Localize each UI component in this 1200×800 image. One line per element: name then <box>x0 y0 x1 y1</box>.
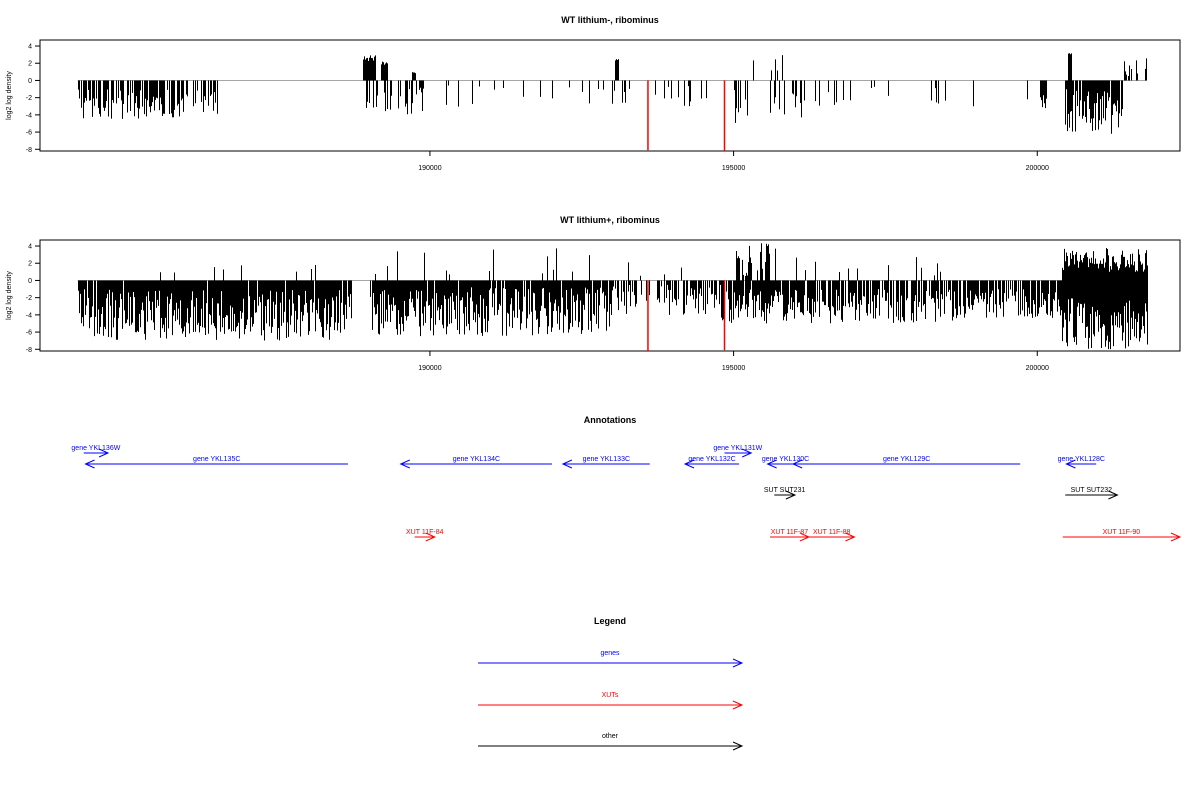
arrowhead <box>561 459 573 469</box>
feature-label: gene YKL134C <box>453 456 500 463</box>
y-tick-label: 4 <box>28 44 32 51</box>
feature-label: gene YKL130C <box>762 456 809 463</box>
arrowhead <box>84 459 95 469</box>
annotations-title: Annotations <box>584 415 637 425</box>
arrowhead <box>732 658 744 668</box>
legend-label: other <box>602 733 619 740</box>
plot-frame <box>39 39 1181 152</box>
arrowhead <box>791 459 803 469</box>
annotation-feature: gene YKL136W <box>71 445 121 458</box>
y-tick-label: -2 <box>26 295 32 302</box>
feature-label: XUT 11F-88 <box>813 529 851 536</box>
annotation-feature: gene YKL128C <box>1058 456 1105 469</box>
legend-panel: Legend genes XUTs other <box>478 616 744 751</box>
feature-label: gene YKL136W <box>71 445 120 452</box>
arrowhead <box>683 459 695 469</box>
y-axis-label: log2 log density <box>6 271 13 320</box>
arrowhead <box>399 459 410 469</box>
feature-label: XUT 11F-84 <box>406 529 444 536</box>
chart-title: WT lithium+, ribominus <box>560 215 660 225</box>
legend-label: genes <box>600 650 620 657</box>
annotation-feature: XUT 11F-84 <box>406 529 444 542</box>
plot-frame <box>39 239 1181 352</box>
y-tick-label: -8 <box>26 147 32 154</box>
y-tick-label: -4 <box>26 312 32 319</box>
annotation-feature: gene YKL135C <box>84 456 348 469</box>
annotation-feature: gene YKL132C <box>683 456 740 469</box>
arrowhead <box>1065 459 1076 469</box>
chart-title: WT lithium-, ribominus <box>561 15 659 25</box>
legend-entry: genes <box>478 650 744 668</box>
arrowhead <box>1170 532 1182 542</box>
feature-label: gene YKL131W <box>713 445 762 452</box>
arrowhead <box>98 448 110 458</box>
y-tick-label: -4 <box>26 112 32 119</box>
plot-panel-lithium-minus: WT lithium-, ribominus 4 2 0 -2 -4 -6 -8 log2 lo… <box>6 15 1181 172</box>
annotation-features: gene YKL136W gene YKL135C gene YKL134C gene… <box>71 445 1182 542</box>
arrowhead <box>845 532 856 542</box>
y-tick-label: -8 <box>26 347 32 354</box>
legend-entries: genes XUTs other <box>478 650 744 751</box>
y-tick-label: 4 <box>28 244 32 251</box>
density-bars <box>78 53 1147 134</box>
feature-label: XUT 11F-87 <box>771 529 809 536</box>
x-tick-label: 195000 <box>722 365 745 372</box>
legend-entry: other <box>478 733 744 751</box>
feature-label: gene YKL133C <box>583 456 630 463</box>
annotation-feature: gene YKL133C <box>561 456 650 469</box>
feature-label: XUT 11F-90 <box>1103 529 1141 536</box>
x-tick-label: 200000 <box>1026 165 1049 172</box>
annotation-feature: gene YKL131W <box>713 445 763 458</box>
annotation-feature: gene YKL134C <box>399 456 552 469</box>
annotation-feature: SUT SUT231 <box>764 487 806 500</box>
arrowhead <box>742 448 753 458</box>
arrowhead <box>732 741 744 751</box>
feature-label: SUT SUT232 <box>1071 487 1113 494</box>
x-tick-label: 200000 <box>1026 365 1049 372</box>
annotation-feature: XUT 11F-87 <box>770 529 811 542</box>
y-tick-label: -6 <box>26 330 32 337</box>
annotation-feature: gene YKL129C <box>791 456 1021 469</box>
plot-panel-lithium-plus: WT lithium+, ribominus 4 2 0 -2 -4 -6 -8 log2 lo… <box>6 215 1181 372</box>
y-tick-label: 0 <box>28 78 32 85</box>
arrowhead <box>766 459 777 469</box>
feature-label: SUT SUT231 <box>764 487 806 494</box>
y-tick-label: -2 <box>26 95 32 102</box>
y-tick-label: -6 <box>26 130 32 137</box>
y-axis-label: log2 log density <box>6 71 13 120</box>
annotation-feature: XUT 11F-88 <box>808 529 856 542</box>
arrowhead <box>785 490 797 500</box>
annotation-feature: gene YKL130C <box>762 456 809 469</box>
annotation-feature: XUT 11F-90 <box>1062 529 1182 542</box>
x-tick-label: 190000 <box>418 165 441 172</box>
annotation-feature: SUT SUT232 <box>1065 487 1119 500</box>
feature-label: gene YKL132C <box>688 456 735 463</box>
feature-label: gene YKL135C <box>193 456 240 463</box>
legend-title: Legend <box>594 616 626 626</box>
feature-label: gene YKL128C <box>1058 456 1105 463</box>
feature-label: gene YKL129C <box>883 456 930 463</box>
y-tick-label: 2 <box>28 61 32 68</box>
y-tick-label: 2 <box>28 261 32 268</box>
legend-entry: XUTs <box>478 692 744 710</box>
legend-label: XUTs <box>602 692 619 699</box>
arrowhead <box>425 532 437 542</box>
arrowhead <box>1108 490 1119 500</box>
x-tick-label: 190000 <box>418 365 441 372</box>
x-tick-label: 195000 <box>722 165 745 172</box>
arrowhead <box>732 700 744 710</box>
density-bars <box>78 243 1148 350</box>
y-tick-label: 0 <box>28 278 32 285</box>
